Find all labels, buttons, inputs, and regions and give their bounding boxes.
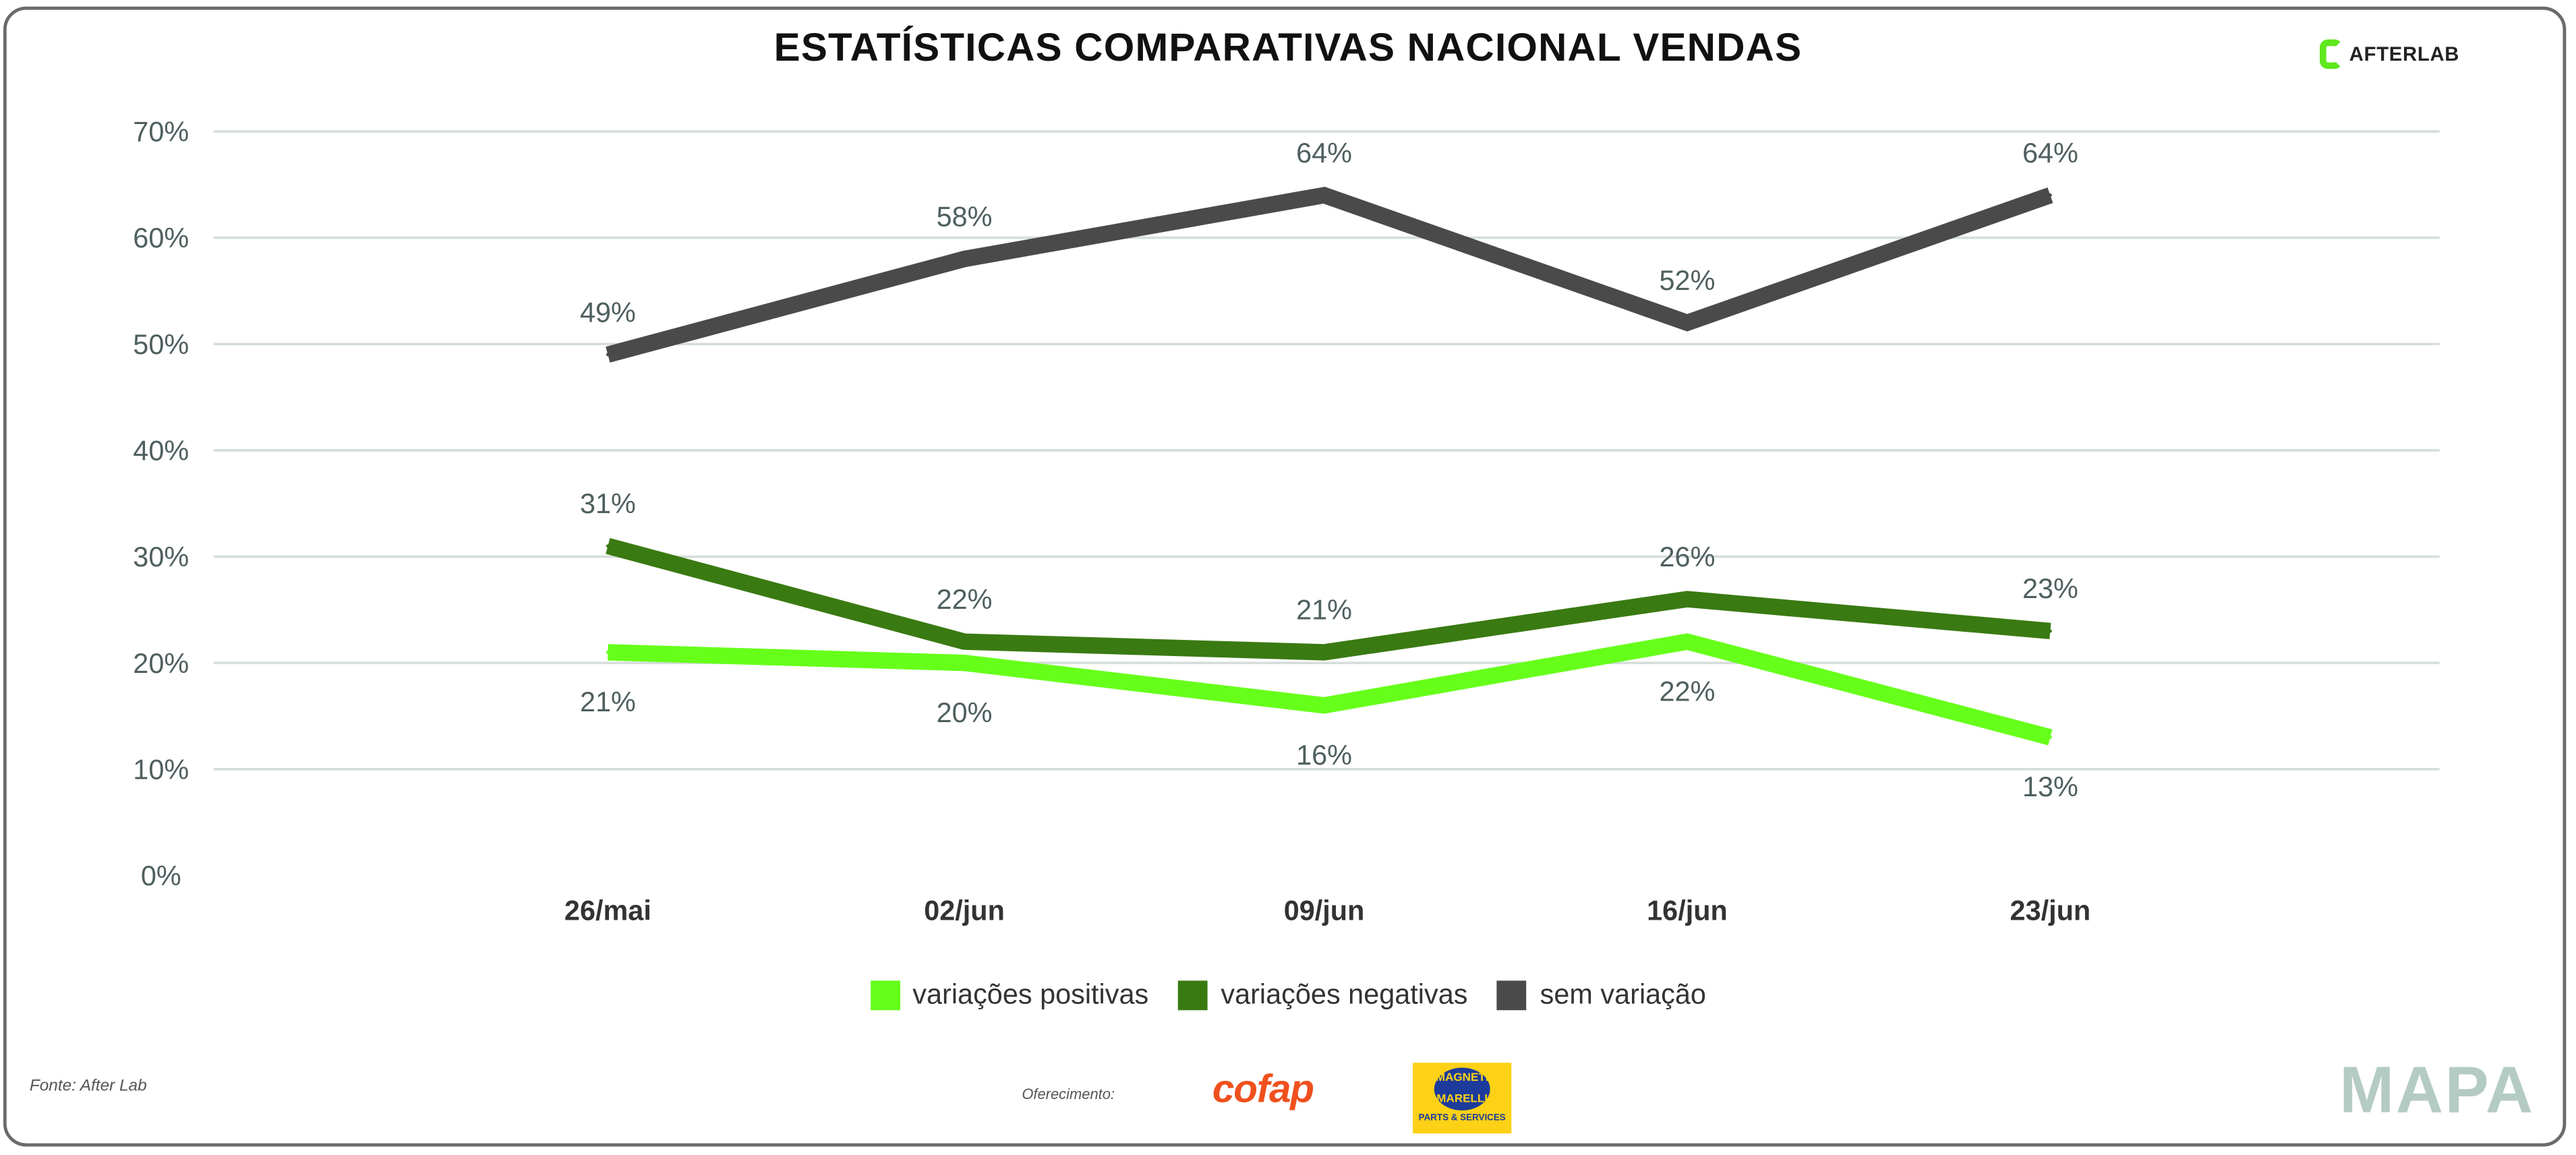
y-tick-label: 70% — [133, 117, 189, 148]
parts-services-text: PARTS & SERVICES — [1418, 1113, 1506, 1124]
data-point-sem — [2048, 194, 2052, 197]
chart-title: ESTATÍSTICAS COMPARATIVAS NACIONAL VENDA… — [773, 26, 1803, 71]
data-label-sem: 52% — [1660, 265, 1716, 296]
data-label-negativas: 23% — [2022, 573, 2078, 604]
afterlab-logo-icon — [2319, 39, 2343, 69]
data-point-negativas — [1322, 650, 1326, 654]
data-label-negativas: 22% — [937, 584, 993, 615]
data-label-positivas: 20% — [937, 697, 993, 728]
data-label-positivas: 13% — [2022, 771, 2078, 802]
data-label-sem: 64% — [2022, 138, 2078, 169]
y-tick-label: 60% — [133, 223, 189, 254]
data-label-sem: 58% — [937, 201, 993, 232]
afterlab-logo: AFTERLAB — [2319, 39, 2460, 69]
legend-label: sem variação — [1540, 978, 1706, 1011]
y-tick-label: 40% — [133, 435, 189, 466]
data-point-negativas — [962, 640, 966, 644]
data-point-positivas — [1322, 703, 1326, 707]
data-label-negativas: 26% — [1660, 541, 1716, 572]
legend-item-sem: sem variação — [1497, 979, 1706, 1012]
legend-label: variações negativas — [1221, 978, 1468, 1011]
data-label-positivas: 21% — [580, 686, 636, 717]
legend-label: variações positivas — [912, 978, 1149, 1011]
x-tick-label: 09/jun — [1284, 895, 1365, 926]
legend-swatch — [869, 980, 900, 1011]
x-tick-label: 23/jun — [2010, 895, 2091, 926]
y-tick-label: 20% — [133, 648, 189, 679]
data-point-sem — [962, 257, 966, 261]
data-point-sem — [1322, 194, 1326, 197]
data-point-negativas — [606, 544, 610, 548]
series-line-sem — [606, 186, 2053, 363]
y-tick-label: 0% — [141, 860, 181, 891]
x-tick-label: 26/mai — [564, 895, 651, 926]
data-point-sem — [606, 353, 610, 357]
data-point-negativas — [2048, 629, 2052, 633]
legend-item-positivas: variações positivas — [869, 978, 1149, 1012]
data-label-positivas: 16% — [1296, 740, 1352, 771]
afterlab-logo-text: AFTERLAB — [2349, 42, 2460, 66]
data-point-negativas — [1685, 597, 1689, 601]
data-point-positivas — [2048, 736, 2052, 739]
legend: variações positivas variações negativas se… — [0, 979, 2576, 1012]
data-label-negativas: 31% — [580, 488, 636, 519]
y-tick-label: 10% — [133, 754, 189, 785]
data-label-negativas: 21% — [1296, 595, 1352, 626]
data-point-positivas — [1685, 640, 1689, 644]
sponsor-label: Oferecimento: — [1022, 1086, 1115, 1102]
data-point-positivas — [606, 650, 610, 654]
y-tick-label: 30% — [133, 541, 189, 572]
cofap-logo: cofap — [1212, 1067, 1314, 1113]
magneti-marelli-logo: MAGNETI MARELLI PARTS & SERVICES — [1413, 1063, 1512, 1133]
x-tick-label: 02/jun — [924, 895, 1005, 926]
mapa-logo: MAPA — [2339, 1055, 2535, 1127]
legend-swatch — [1497, 980, 1527, 1011]
magneti-marelli-text: MAGNETI MARELLI — [1434, 1067, 1490, 1110]
legend-item-negativas: variações negativas — [1178, 979, 1467, 1012]
data-label-positivas: 22% — [1660, 676, 1716, 707]
source-note: Fonte: After Lab — [29, 1077, 147, 1096]
data-label-sem: 64% — [1296, 138, 1352, 169]
x-tick-label: 16/jun — [1647, 895, 1728, 926]
data-label-sem: 49% — [580, 297, 636, 328]
legend-swatch — [1178, 980, 1208, 1011]
data-point-sem — [1685, 321, 1689, 325]
y-tick-label: 50% — [133, 329, 189, 360]
data-point-positivas — [962, 661, 966, 665]
